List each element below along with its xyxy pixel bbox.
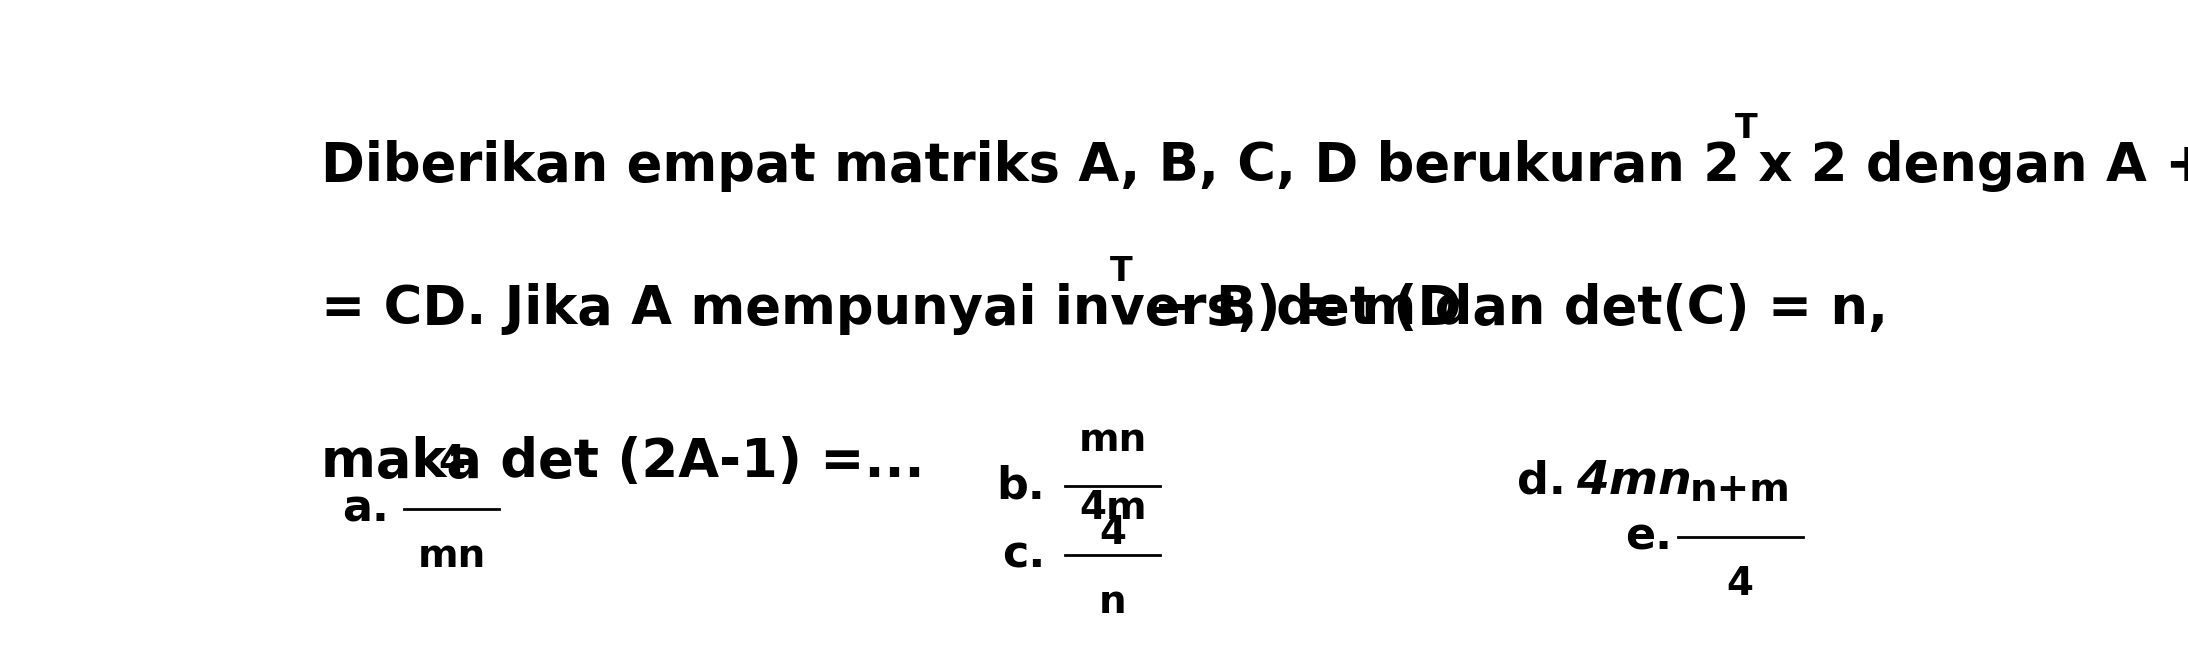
Text: 4: 4 [1726, 565, 1755, 603]
Text: 4: 4 [1098, 514, 1127, 553]
Text: c.: c. [1002, 533, 1046, 576]
Text: e.: e. [1626, 516, 1672, 559]
Text: maka det (2A-1) =...: maka det (2A-1) =... [322, 436, 926, 488]
Text: 4mn: 4mn [1575, 459, 1691, 504]
Text: = CD. Jika A mempunyai invers, det (D: = CD. Jika A mempunyai invers, det (D [322, 283, 1462, 335]
Text: − B) = m dan det(C) = n,: − B) = m dan det(C) = n, [1136, 283, 1888, 335]
Text: mn: mn [1079, 420, 1147, 459]
Text: n+m: n+m [1689, 471, 1790, 510]
Text: mn: mn [418, 537, 486, 575]
Text: 4m: 4m [1079, 489, 1147, 527]
Text: b.: b. [996, 465, 1046, 508]
Text: Diberikan empat matriks A, B, C, D berukuran 2 x 2 dengan A + CB: Diberikan empat matriks A, B, C, D beruk… [322, 140, 2188, 192]
Text: T: T [1109, 255, 1131, 288]
Text: a.: a. [341, 488, 389, 531]
Text: n: n [1098, 583, 1127, 621]
Text: d.: d. [1516, 460, 1567, 503]
Text: 4: 4 [438, 444, 466, 481]
Text: T: T [1735, 112, 1757, 145]
